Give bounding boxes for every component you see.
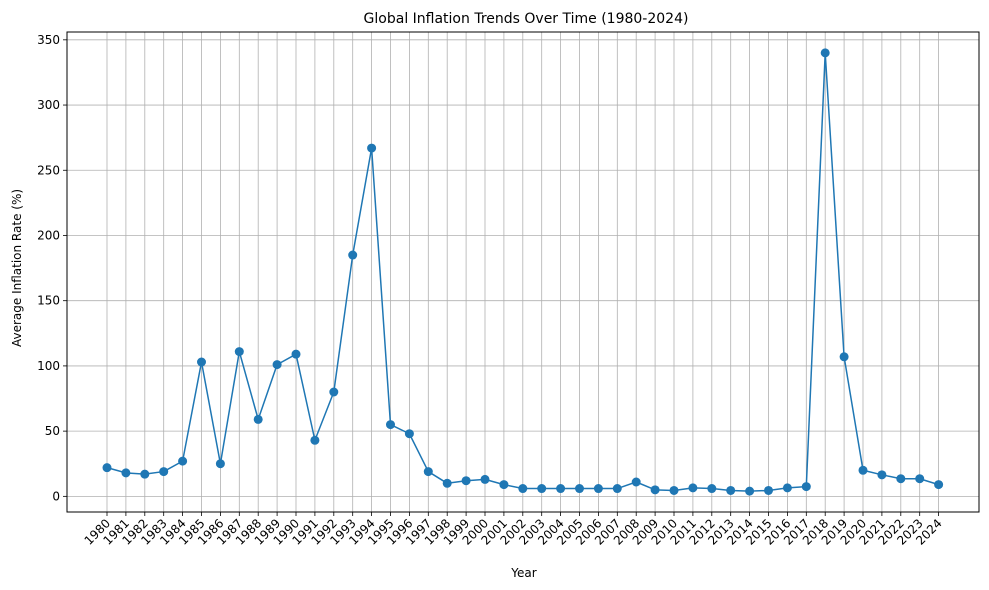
data-point — [272, 360, 282, 370]
data-point — [329, 387, 339, 397]
chart-title: Global Inflation Trends Over Time (1980-… — [364, 11, 689, 27]
y-tick-label: 50 — [45, 424, 60, 438]
data-point — [839, 352, 849, 362]
y-tick-label: 150 — [37, 294, 60, 308]
data-point — [593, 484, 603, 494]
data-point — [121, 468, 131, 478]
y-tick-label: 0 — [52, 489, 60, 503]
y-tick-label: 350 — [37, 33, 60, 47]
data-point — [745, 486, 755, 496]
data-point — [404, 429, 414, 439]
axes: 1980198119821983198419851986198719881989… — [37, 33, 945, 548]
data-point — [480, 474, 490, 484]
data-point — [726, 485, 736, 495]
data-point — [612, 484, 622, 494]
data-point — [556, 484, 566, 494]
data-point — [197, 357, 206, 367]
data-point — [140, 469, 150, 479]
data-point — [782, 483, 792, 493]
data-point — [801, 482, 811, 492]
grid — [67, 32, 979, 512]
series-layer — [102, 48, 944, 496]
data-point — [575, 484, 584, 494]
data-point — [650, 485, 660, 495]
data-point — [764, 485, 773, 495]
y-tick-label: 200 — [37, 228, 60, 242]
data-point — [915, 474, 925, 484]
data-point — [102, 463, 112, 473]
data-point — [499, 480, 509, 490]
data-point — [934, 480, 944, 490]
data-point — [707, 484, 717, 494]
data-point — [423, 467, 433, 477]
data-point — [669, 485, 679, 495]
data-point — [310, 435, 320, 445]
data-point — [348, 250, 358, 260]
data-point — [159, 467, 169, 477]
data-point — [178, 456, 188, 466]
y-tick-label: 300 — [37, 98, 60, 112]
data-point — [896, 474, 906, 484]
data-point — [291, 349, 301, 359]
y-axis-label: Average Inflation Rate (%) — [10, 189, 24, 347]
y-tick-label: 100 — [37, 359, 60, 373]
data-point — [518, 484, 528, 494]
data-point — [820, 48, 830, 58]
data-point — [442, 478, 452, 488]
data-point — [461, 476, 471, 486]
data-point — [858, 465, 868, 475]
data-point — [877, 470, 887, 480]
y-tick-label: 250 — [37, 163, 60, 177]
data-point — [234, 347, 244, 357]
data-point — [688, 483, 698, 493]
data-point — [386, 420, 395, 430]
data-point — [367, 143, 377, 153]
data-point — [537, 484, 547, 494]
x-axis-label: Year — [510, 566, 536, 580]
data-point — [631, 477, 641, 487]
data-point — [253, 414, 263, 424]
data-point — [215, 459, 225, 469]
